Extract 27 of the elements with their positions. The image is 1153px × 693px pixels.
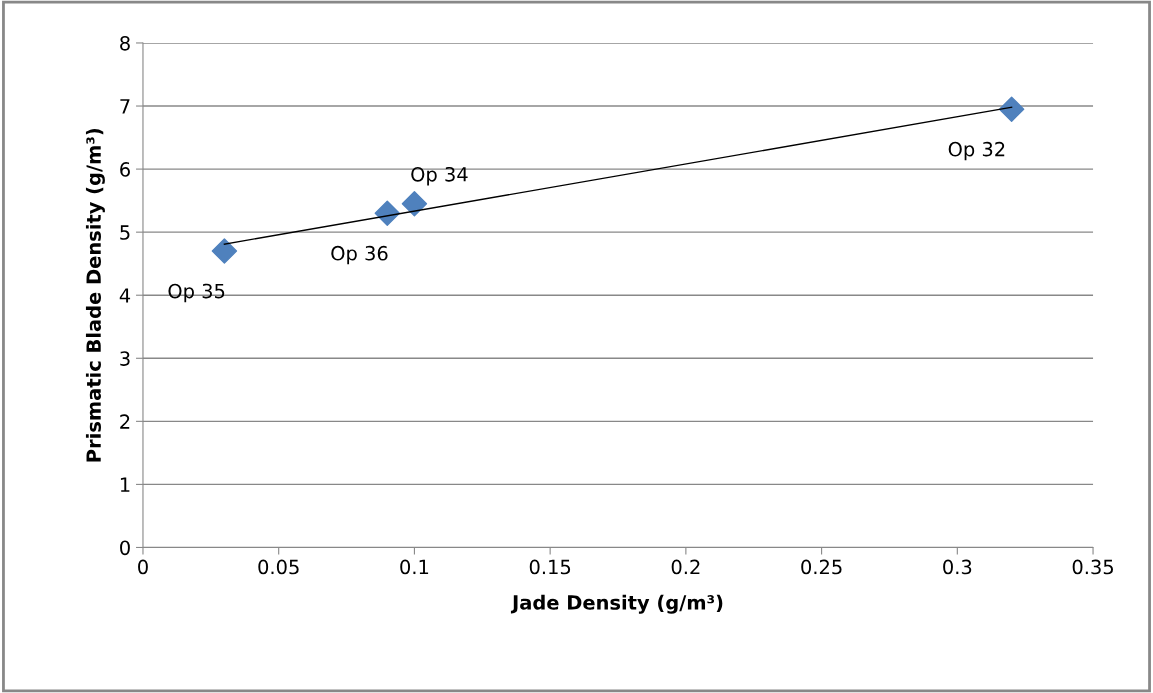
annotation: Op 32 — [948, 141, 1005, 161]
point — [211, 238, 238, 264]
point — [401, 191, 428, 217]
y-tick-label: 6 — [120, 162, 130, 177]
y-tick-label: 3 — [120, 351, 130, 366]
x-tick-label: 0.3 — [943, 559, 972, 575]
annotation: Op 34 — [411, 166, 468, 186]
y-tick-label: 2 — [120, 414, 130, 429]
y-tick-label: 5 — [120, 225, 130, 240]
x-tick-label: 0.2 — [671, 559, 700, 575]
y-tick-label: 4 — [119, 288, 131, 303]
y-tick-label: 1 — [120, 477, 130, 492]
y-tick-label: 7 — [120, 99, 130, 114]
annotation: Op 36 — [331, 245, 388, 265]
point — [374, 200, 400, 226]
x-axis-title: Jade Density (g/m³) — [510, 594, 723, 614]
x-tick-label: 0.35 — [1072, 559, 1113, 575]
x-tick-label: 0 — [138, 559, 148, 575]
y-axis-title: Prismatic Blade Density (g/m³) — [85, 128, 105, 462]
x-tick-label: 0.05 — [258, 559, 299, 575]
y-tick-label: 8 — [120, 35, 130, 51]
x-tick-label: 0.1 — [400, 559, 429, 575]
x-tick-label: 0.25 — [801, 559, 842, 575]
annotation: Op 35 — [168, 283, 225, 303]
point — [998, 96, 1025, 122]
x-tick-label: 0.15 — [529, 559, 571, 575]
y-tick-label: 0 — [120, 540, 130, 556]
